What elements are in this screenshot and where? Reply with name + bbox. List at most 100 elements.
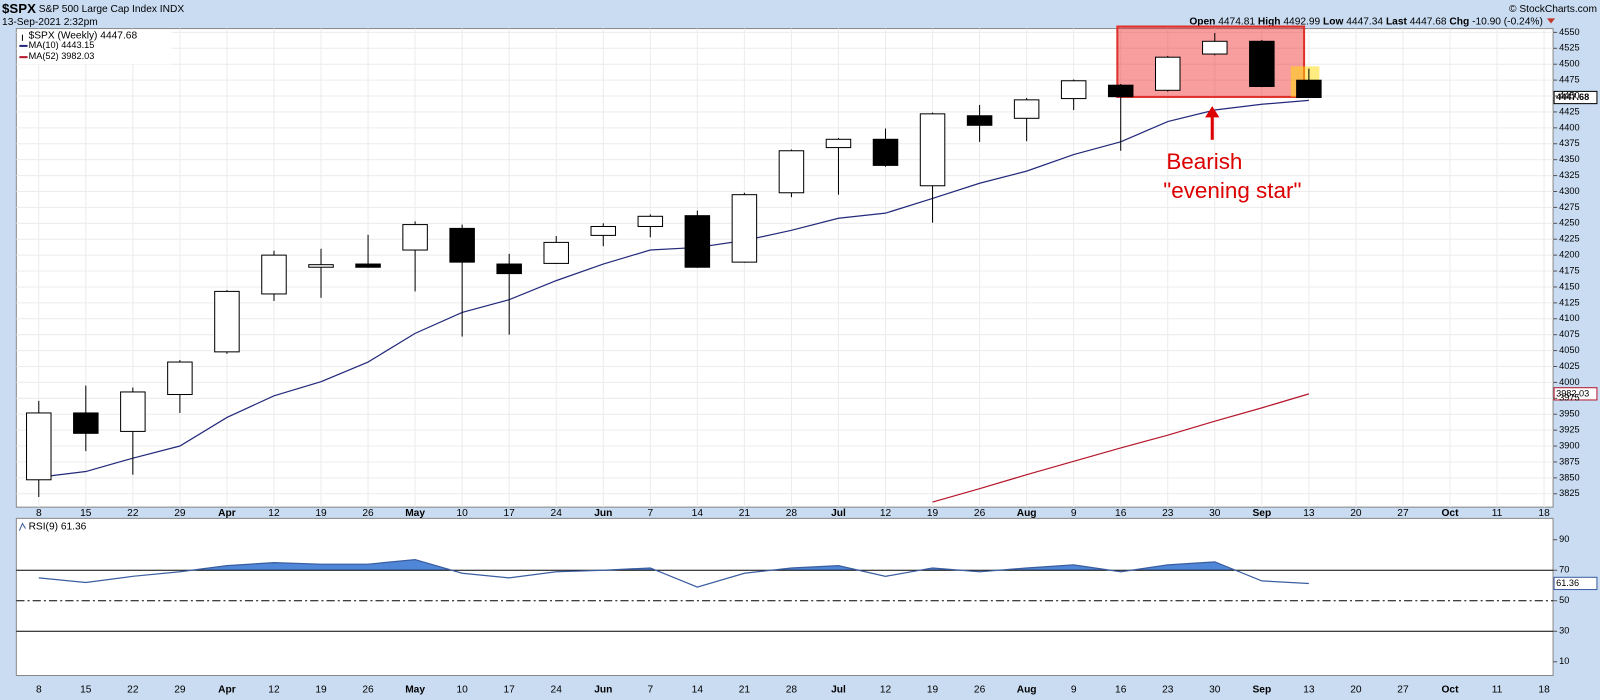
candle-body [449,227,475,263]
change-icon [1546,18,1556,24]
price-panel [15,28,1554,508]
x-tick-label: 20 [1350,508,1362,519]
arrow-head [1205,106,1220,118]
x-tick-label: 19 [927,684,939,695]
y-tick-label: 4150 [1559,281,1579,291]
quote: Open 4474.81 High 4492.99 Low 4447.34 La… [1189,16,1543,27]
quote-label: Low [1323,16,1343,27]
candle-body [261,254,287,295]
x-tick-label: Jul [831,684,846,695]
ma-line [932,393,1310,503]
x-tick-label: 14 [692,508,704,519]
x-tick-label: 12 [268,508,280,519]
candle-body [26,412,52,481]
x-tick-label: Jun [594,684,612,695]
x-tick-label: May [405,508,425,519]
x-tick-label: 23 [1162,684,1174,695]
y-tick-label: 4300 [1559,186,1579,196]
y-tick-label: 4000 [1559,377,1579,387]
y-tick-label: 3850 [1559,472,1579,482]
y-tick-label: 4350 [1559,154,1579,164]
x-tick-label: 17 [504,684,516,695]
candle-body [1013,99,1040,119]
x-tick-label: 26 [362,508,374,519]
exchange: INDX [160,4,185,15]
x-tick-label: 10 [456,684,468,695]
x-tick-label: 30 [1209,508,1221,519]
candle-body [308,264,334,268]
y-tick-label: 4450 [1559,90,1579,100]
y-tick-label: 4475 [1559,75,1579,85]
candle-body [966,115,993,126]
y-tick-label: 4225 [1559,234,1579,244]
candle-body [1107,84,1134,98]
x-tick-label: Jul [831,508,846,519]
candle-body [543,241,569,264]
x-tick-label: 19 [315,508,327,519]
x-tick-label: 24 [551,684,563,695]
x-tick-label: 26 [974,684,986,695]
last-tag-box [1553,90,1598,105]
x-tick-label: May [405,684,425,695]
candle-body [778,150,805,194]
quote-value: 4447.34 [1346,16,1383,27]
legend-name: RSI(9) [29,521,58,532]
y-tick-label: 3825 [1559,488,1579,498]
rsi-fill [191,559,1236,571]
x-tick-label: 26 [362,684,374,695]
x-tick-label: Apr [218,684,236,695]
y-tick-label: 3925 [1559,425,1579,435]
quote-label: Chg [1449,16,1469,27]
rsi-tag: 61.36 [1556,578,1579,588]
y-tick-label: 4325 [1559,170,1579,180]
candle-body [402,224,428,251]
y-tick-label: 90 [1559,534,1569,544]
marks: 4447.68 3982.03 61.36 [16,33,1598,632]
legend-box [18,30,172,65]
symbol: $SPX [2,1,36,16]
legend-name: $SPX (Weekly) [29,30,98,41]
x-tick-label: 15 [80,508,92,519]
x-tick-label: 9 [1071,684,1077,695]
y-tick-label: 4050 [1559,345,1579,355]
quote-label: Open [1189,16,1215,27]
legend-name: MA(10) [29,40,59,50]
annotation: "evening star" [1163,178,1301,203]
x-tick-label: Oct [1442,684,1460,695]
candle-body [590,225,617,236]
x-tick-label: 18 [1538,508,1550,519]
candle-body [825,138,852,149]
ma-tag: 3982.03 [1556,388,1589,398]
x-tick-label: 8 [36,508,42,519]
x-tick-label: 26 [974,508,986,519]
x-tick-label: 12 [880,508,892,519]
x-tick-label: 17 [504,508,516,519]
ma-line [38,99,1309,478]
candle-body [1155,56,1181,91]
x-tick-label: 19 [315,684,327,695]
candle-body [684,215,711,268]
x-tick-label: 19 [927,508,939,519]
x-tick-label: 12 [268,684,280,695]
x-tick-label: Apr [218,508,236,519]
y-tick-label: 50 [1559,595,1569,605]
x-tick-label: 29 [174,508,186,519]
quote-value: 4447.68 [1410,16,1447,27]
legend-name: MA(52) [29,52,59,62]
x-tick-label: 20 [1350,684,1362,695]
quote-value: -10.90 (-0.24%) [1472,16,1543,27]
x-tick-label: 21 [739,508,751,519]
x-tick-label: 15 [80,684,92,695]
legend-value: 61.36 [61,521,87,532]
candle-body [167,361,193,396]
y-tick-label: 70 [1559,565,1569,575]
candle-body [73,412,99,434]
quote-label: High [1258,16,1281,27]
x-tick-label: Sep [1252,684,1271,695]
x-tick-label: 30 [1209,684,1221,695]
x-tick-label: 10 [456,508,468,519]
y-tick-label: 4500 [1559,59,1579,69]
legend-entry: MA(52) 3982.03 [29,52,95,62]
rsi-panel [15,517,1554,677]
y-tick-label: 4025 [1559,361,1579,371]
